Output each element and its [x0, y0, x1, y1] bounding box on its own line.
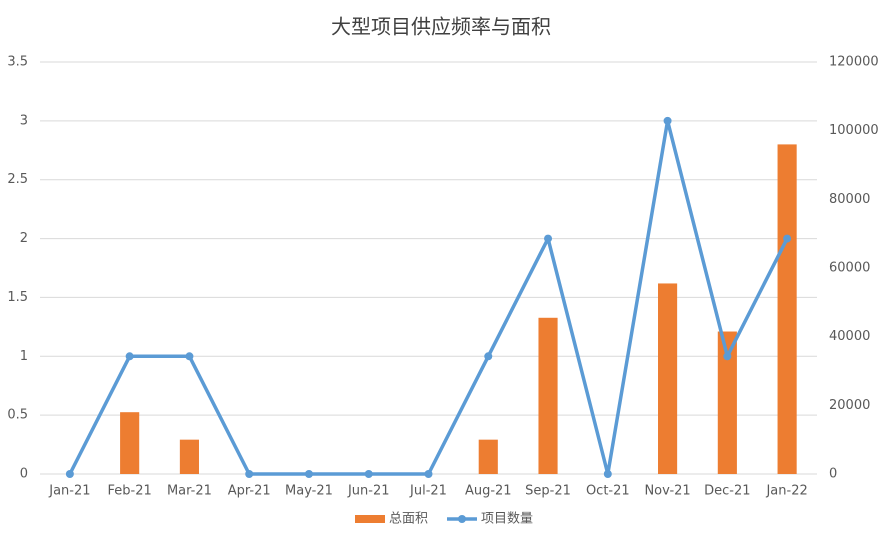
bar — [538, 317, 558, 474]
bar — [717, 331, 737, 474]
bar — [179, 439, 199, 474]
y-tick-label: 0 — [20, 467, 28, 482]
x-tick-label: May-21 — [285, 484, 333, 499]
line-marker — [185, 352, 194, 361]
legend-swatch — [355, 515, 385, 523]
line-marker — [544, 234, 553, 243]
line-marker — [783, 234, 792, 243]
bar — [777, 144, 797, 474]
y-tick-label: 2 — [20, 231, 28, 246]
y-tick-label: 0.5 — [7, 408, 28, 423]
legend-label: 总面积 — [389, 512, 428, 527]
legend-swatch — [458, 515, 466, 523]
line-marker — [663, 116, 672, 125]
x-tick-label: Oct-21 — [586, 484, 630, 499]
x-tick-label: Mar-21 — [167, 484, 212, 499]
x-tick-label: Sep-21 — [525, 484, 571, 499]
x-tick-label: Jan-22 — [765, 484, 807, 499]
y-tick-label: 1.5 — [7, 290, 28, 305]
y2-tick-label: 40000 — [829, 329, 870, 344]
x-tick-label: Aug-21 — [465, 484, 512, 499]
bar — [120, 412, 140, 474]
legend-label: 项目数量 — [481, 512, 533, 527]
x-tick-label: Apr-21 — [228, 484, 271, 499]
line-marker — [304, 470, 313, 478]
x-tick-label: Nov-21 — [644, 484, 690, 499]
line-marker — [484, 352, 493, 361]
line-marker — [723, 352, 732, 361]
y-tick-label: 3 — [20, 113, 28, 128]
bar — [658, 283, 678, 474]
line-marker — [125, 352, 134, 361]
line-marker — [603, 470, 612, 478]
y-tick-label: 2.5 — [7, 172, 28, 187]
x-tick-label: Jun-21 — [347, 484, 390, 499]
y2-tick-label: 60000 — [829, 261, 870, 276]
line-marker — [245, 470, 254, 478]
y2-tick-label: 20000 — [829, 398, 870, 413]
line-marker — [65, 470, 74, 478]
y2-tick-label: 80000 — [829, 192, 870, 207]
x-tick-label: Feb-21 — [108, 484, 152, 499]
y2-tick-label: 0 — [829, 467, 837, 482]
bar — [478, 439, 498, 474]
line-marker — [364, 470, 373, 478]
y-tick-label: 1 — [20, 349, 28, 364]
line-marker — [424, 470, 433, 478]
chart-title: 大型项目供应频率与面积 — [331, 15, 551, 39]
y2-tick-label: 120000 — [829, 55, 879, 70]
y-tick-label: 3.5 — [7, 55, 28, 70]
x-tick-label: Jan-21 — [48, 484, 90, 499]
x-tick-label: Dec-21 — [704, 484, 750, 499]
y2-tick-label: 100000 — [829, 123, 879, 138]
x-tick-label: Jul-21 — [409, 484, 447, 499]
